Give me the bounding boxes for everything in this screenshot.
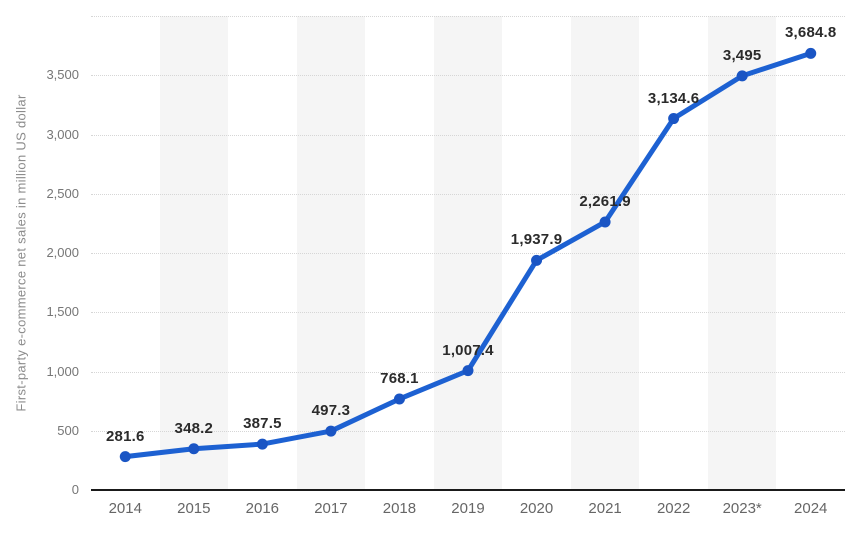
series-line-svg	[119, 47, 817, 463]
x-tick-label: 2018	[382, 500, 417, 517]
data-point-marker[interactable]	[668, 113, 680, 125]
x-tick-label: 2023*	[722, 500, 762, 517]
x-tick-label: 2015	[177, 500, 211, 517]
series-line	[122, 50, 814, 460]
gridline	[91, 16, 845, 17]
y-tick-label: 3,500	[46, 67, 79, 83]
data-point-marker[interactable]	[188, 443, 200, 455]
data-point-marker[interactable]	[393, 393, 405, 405]
y-tick-label: 3,000	[46, 126, 79, 142]
data-point-label: 348.2	[174, 419, 214, 437]
data-point-label: 3,134.6	[647, 89, 700, 107]
data-point-marker[interactable]	[531, 254, 543, 266]
x-tick-label: 2017	[314, 500, 348, 517]
data-point-label: 3,684.8	[784, 24, 837, 42]
gridline	[91, 253, 845, 254]
gridline	[91, 75, 845, 77]
y-tick-label: 500	[57, 422, 79, 438]
data-point-label: 768.1	[380, 369, 419, 387]
gridline	[91, 193, 845, 195]
gridline	[91, 312, 845, 314]
data-point-label: 1,007.4	[442, 341, 494, 359]
data-point-label: 497.3	[311, 402, 351, 420]
data-point-marker[interactable]	[736, 70, 748, 82]
data-point-label: 387.5	[243, 415, 282, 433]
x-tick-label: 2014	[108, 500, 142, 517]
data-point-marker[interactable]	[805, 47, 817, 59]
data-point-label: 281.6	[105, 427, 145, 445]
y-tick-label: 2,000	[46, 245, 79, 260]
x-axis-line	[91, 489, 845, 491]
y-tick-label: 1,500	[46, 304, 79, 320]
data-point-label: 3,495	[722, 46, 762, 64]
y-tick-label: 1,000	[46, 363, 79, 379]
plot-area: 281.6 348.2 387.5 497.3 768.1 1,007.4 1,937.9 2…	[91, 16, 845, 491]
x-tick-label: 2019	[451, 500, 485, 517]
x-tick-label: 2016	[245, 500, 280, 517]
x-tick-label: 2024	[794, 500, 828, 517]
x-tick-label: 2021	[588, 500, 622, 517]
x-tick-label: 2022	[656, 500, 691, 517]
data-point-marker[interactable]	[256, 438, 268, 450]
data-point-marker[interactable]	[599, 216, 611, 228]
y-tick-label: 0	[71, 482, 79, 497]
gridline	[91, 430, 845, 432]
data-point-label: 2,261.9	[579, 192, 631, 210]
y-tick-label: 2,500	[46, 185, 79, 201]
data-point-marker[interactable]	[325, 425, 337, 437]
data-point-marker[interactable]	[119, 451, 131, 463]
data-point-label: 1,937.9	[510, 231, 563, 249]
x-tick-label: 2020	[519, 500, 554, 517]
data-point-marker[interactable]	[462, 365, 474, 377]
gridline	[91, 134, 845, 136]
